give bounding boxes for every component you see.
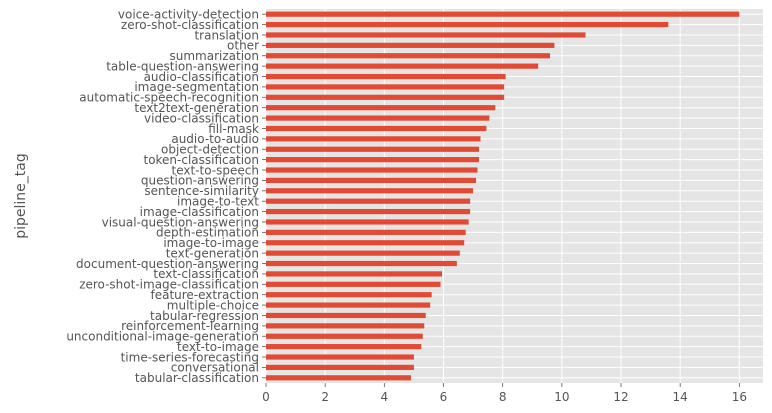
bar-sentence-similarity xyxy=(266,188,474,194)
y-tick-label: text-to-speech xyxy=(172,163,259,177)
bar-object-detection xyxy=(266,146,479,152)
y-tick-label: image-to-text xyxy=(177,194,259,208)
bar-conversational xyxy=(266,364,414,371)
bar-image-to-image xyxy=(266,240,465,246)
y-tick-labels: voice-activity-detectionzero-shot-classi… xyxy=(66,7,266,385)
x-tick-labels: 0 2 4 6 8 10 12 14 16 xyxy=(262,383,747,404)
bar-feature-extraction xyxy=(266,292,432,298)
bar-video-classification xyxy=(266,115,490,121)
y-tick-label: time-series-forecasting xyxy=(121,350,259,364)
y-tick-label: conversational xyxy=(171,361,259,375)
bar-text-classification xyxy=(266,271,443,277)
bar-reinforcement-learning xyxy=(266,323,425,329)
y-tick-label: text-to-image xyxy=(177,340,259,354)
y-tick-label: token-classification xyxy=(143,153,259,167)
y-tick-label: zero-shot-image-classification xyxy=(79,278,259,292)
bar-depth-estimation xyxy=(266,229,466,235)
bar-token-classification xyxy=(266,157,479,163)
y-tick-label: other xyxy=(227,39,259,53)
x-tick-label: 2 xyxy=(321,390,329,404)
y-tick-label: feature-extraction xyxy=(150,288,259,302)
bar-summarization xyxy=(266,53,550,59)
y-tick-label: fill-mask xyxy=(208,122,259,136)
y-tick-label: multiple-choice xyxy=(167,298,259,312)
bar-table-question-answering xyxy=(266,63,539,69)
y-tick-label: question-answering xyxy=(141,174,259,188)
x-tick-label: 0 xyxy=(262,390,270,404)
bar-voice-activity-detection xyxy=(266,11,740,17)
bar-unconditional-image-generation xyxy=(266,333,423,339)
bar-zero-shot-classification xyxy=(266,21,669,28)
bar-tabular-regression xyxy=(266,312,426,319)
bar-other xyxy=(266,42,555,48)
y-tick-label: document-question-answering xyxy=(76,257,259,271)
y-tick-label: unconditional-image-generation xyxy=(66,330,259,344)
x-tick-label: 8 xyxy=(499,390,507,404)
bar-text-to-speech xyxy=(266,167,478,173)
bar-time-series-forecasting xyxy=(266,354,414,360)
x-tick-label: 12 xyxy=(613,390,628,404)
y-tick-label: text-classification xyxy=(153,267,259,281)
x-tick-label: 16 xyxy=(732,390,747,404)
x-tick-label: 4 xyxy=(381,390,389,404)
bar-multiple-choice xyxy=(266,302,431,308)
y-tick-label: zero-shot-classification xyxy=(121,18,259,32)
bar-text-generation xyxy=(266,250,460,256)
x-tick-label: 6 xyxy=(440,390,448,404)
bar-audio-classification xyxy=(266,73,506,80)
y-tick-label: tabular-classification xyxy=(135,371,259,385)
y-tick-label: text-generation xyxy=(166,246,259,260)
y-tick-label: visual-question-answering xyxy=(102,215,259,229)
y-tick-label: text2text-generation xyxy=(134,101,259,115)
y-tick-label: audio-classification xyxy=(144,70,259,84)
y-tick-label: reinforcement-learning xyxy=(121,319,259,333)
y-tick-label: audio-to-audio xyxy=(171,132,259,146)
y-tick-label: video-classification xyxy=(144,111,259,125)
bars xyxy=(266,11,740,381)
y-tick-label: object-detection xyxy=(161,143,259,157)
bar-question-answering xyxy=(266,177,477,184)
y-axis-title: pipeline_tag xyxy=(13,153,29,239)
y-tick-label: image-segmentation xyxy=(134,80,259,94)
bar-tabular-classification xyxy=(266,375,411,381)
bar-visual-question-answering xyxy=(266,219,469,225)
y-tick-label: image-to-image xyxy=(163,236,259,250)
y-tick-label: summarization xyxy=(170,49,260,63)
y-tick-label: table-question-answering xyxy=(106,59,259,73)
bar-zero-shot-image-classification xyxy=(266,281,441,287)
bar-document-question-answering xyxy=(266,260,457,267)
x-tick-label: 14 xyxy=(673,390,688,404)
y-tick-label: depth-estimation xyxy=(156,226,259,240)
bar-fill-mask xyxy=(266,125,487,132)
bar-image-segmentation xyxy=(266,84,505,90)
bar-text2text-generation xyxy=(266,105,496,111)
x-tick-label: 10 xyxy=(554,390,569,404)
bar-image-classification xyxy=(266,208,471,215)
y-tick-label: tabular-regression xyxy=(150,309,259,323)
bar-audio-to-audio xyxy=(266,136,481,142)
y-tick-label: automatic-speech-recognition xyxy=(79,91,259,105)
bar-translation xyxy=(266,32,586,38)
bar-image-to-text xyxy=(266,198,471,204)
y-tick-label: image-classification xyxy=(140,205,259,219)
y-tick-label: sentence-similarity xyxy=(144,184,259,198)
y-tick-label: voice-activity-detection xyxy=(118,7,259,21)
y-tick-label: translation xyxy=(194,28,259,42)
bar-automatic-speech-recognition xyxy=(266,94,505,100)
bar-text-to-image xyxy=(266,344,422,350)
